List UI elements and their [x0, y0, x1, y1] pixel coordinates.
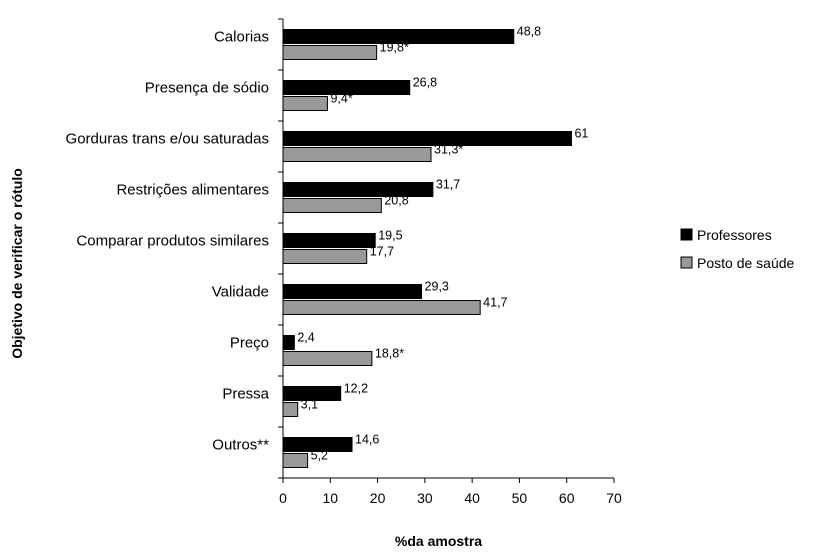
bar-posto-de-saude-presenca-de-sodio [282, 96, 328, 111]
data-label-professores-restricoes-alimentares: 31,7 [436, 178, 460, 192]
legend: Professores Posto de saúde [680, 227, 795, 271]
y-ticks-layer [278, 18, 283, 479]
x-tick-label: 30 [417, 490, 433, 506]
data-label-posto-de-saude-restricoes-alimentares: 20,8 [384, 194, 408, 208]
category-label-validade: Validade [212, 284, 269, 301]
x-tick-label: 60 [559, 490, 575, 506]
bar-posto-de-saude-restricoes-alimentares [282, 198, 382, 213]
bar-professores-gorduras-trans-e-ou-saturadas [282, 131, 572, 146]
bar-posto-de-saude-outros [282, 453, 309, 468]
legend-swatch-professores [680, 228, 693, 241]
bar-posto-de-saude-calorias [282, 45, 378, 60]
bars-layer [282, 29, 572, 468]
x-ticks-layer: 0 10 20 30 40 50 60 70 [279, 478, 622, 506]
data-label-posto-de-saude-calorias: 19,8* [380, 41, 409, 55]
category-label-gorduras-trans-e-ou-saturadas: Gorduras trans e/ou saturadas [66, 131, 269, 148]
data-labels: 48,8 19,8* 26,8 9,4* 61 31,3* 31,7 20,8 19,5 17,7… [297, 25, 588, 463]
data-label-professores-validade: 29,3 [425, 280, 449, 294]
data-label-professores-presenca-de-sodio: 26,8 [413, 76, 437, 90]
x-axis-title: %da amostra [395, 533, 482, 549]
x-tick-label: 10 [322, 490, 338, 506]
x-tick-label: 0 [279, 490, 287, 506]
data-label-posto-de-saude-presenca-de-sodio: 9,4* [330, 92, 352, 106]
x-tick-label: 40 [464, 490, 480, 506]
data-label-posto-de-saude-preco: 18,8* [375, 347, 404, 361]
legend-label-posto-de-saude: Posto de saúde [697, 255, 795, 271]
data-label-posto-de-saude-outros: 5,2 [311, 449, 328, 463]
category-label-restricoes-alimentares: Restrições alimentares [116, 182, 269, 199]
data-label-posto-de-saude-validade: 41,7 [483, 296, 507, 310]
bar-professores-preco [282, 335, 295, 350]
category-labels: Calorias Presença de sódio Gorduras trans … [66, 29, 270, 454]
data-label-professores-pressa: 12,2 [344, 382, 368, 396]
x-tick-label: 20 [370, 490, 386, 506]
bar-professores-restricoes-alimentares [282, 182, 434, 197]
x-tick-label: 50 [512, 490, 528, 506]
category-label-pressa: Pressa [222, 386, 269, 403]
bar-posto-de-saude-validade [282, 300, 481, 315]
data-label-posto-de-saude-gorduras-trans-e-ou-saturadas: 31,3* [434, 143, 463, 157]
y-axis-title: Objetivo de verificar o rótulo [9, 168, 25, 359]
bar-posto-de-saude-gorduras-trans-e-ou-saturadas [282, 147, 432, 162]
data-label-professores-calorias: 48,8 [517, 25, 541, 39]
legend-swatch-posto-de-saude [680, 256, 693, 269]
category-label-comparar-produtos-similares: Comparar produtos similares [76, 233, 269, 250]
data-label-posto-de-saude-pressa: 3,1 [301, 398, 318, 412]
bar-posto-de-saude-pressa [282, 402, 299, 417]
bar-professores-validade [282, 284, 423, 299]
category-label-outros: Outros** [212, 437, 269, 454]
x-tick-label: 70 [606, 490, 622, 506]
data-label-professores-preco: 2,4 [297, 331, 314, 345]
bar-posto-de-saude-preco [282, 351, 373, 366]
legend-label-professores: Professores [697, 227, 772, 243]
category-label-preco: Preço [230, 335, 269, 352]
bar-posto-de-saude-comparar-produtos-similares [282, 249, 368, 264]
category-label-presenca-de-sodio: Presença de sódio [145, 80, 269, 97]
data-label-professores-gorduras-trans-e-ou-saturadas: 61 [574, 127, 588, 141]
data-label-professores-comparar-produtos-similares: 19,5 [378, 229, 402, 243]
category-label-calorias: Calorias [214, 29, 269, 46]
data-label-posto-de-saude-comparar-produtos-similares: 17,7 [370, 245, 394, 259]
bar-professores-comparar-produtos-similares [282, 233, 376, 248]
data-label-professores-outros: 14,6 [355, 433, 379, 447]
